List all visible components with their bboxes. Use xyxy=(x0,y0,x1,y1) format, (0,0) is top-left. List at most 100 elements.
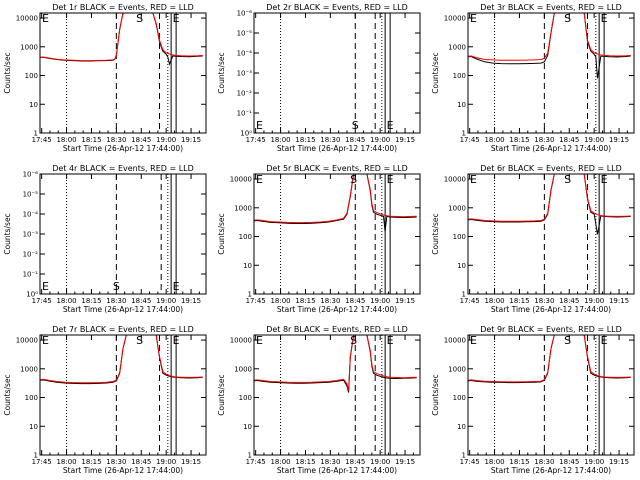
flare-marker-e: E xyxy=(42,12,49,25)
y-axis-label: Counts/sec xyxy=(217,213,226,254)
panel-title: Det 8r BLACK = Events, RED = LLD xyxy=(266,325,408,334)
x-tick-label: 18:45 xyxy=(559,458,579,466)
panel-det-3r: Det 3r BLACK = Events, RED = LLD 17:45 18:… xyxy=(431,3,635,153)
x-tick-label: 17:45 xyxy=(460,458,480,466)
flare-marker-e: E xyxy=(42,334,49,347)
x-tick-label: 19:15 xyxy=(395,458,415,466)
y-tick-label: 10 xyxy=(243,423,252,431)
flare-marker-s: S xyxy=(352,119,359,132)
x-tick-label: 18:15 xyxy=(509,136,529,144)
x-tick-label: 17:45 xyxy=(246,297,266,305)
y-tick-label: 10⁻² xyxy=(237,90,253,98)
series-line-lld xyxy=(468,174,631,222)
y-tick-label: 10⁻⁶ xyxy=(237,10,253,18)
x-tick-label: 19:00 xyxy=(584,297,604,305)
panel-title: Det 2r BLACK = Events, RED = LLD xyxy=(266,3,408,12)
series-line-events xyxy=(468,335,631,384)
y-tick-label: 10000 xyxy=(16,337,38,345)
x-axis-label: Start Time (26-Apr-12 17:44:00) xyxy=(491,305,611,314)
x-tick-label: 18:00 xyxy=(56,136,76,144)
flare-marker-s: S xyxy=(350,334,357,347)
series-line-events xyxy=(254,174,417,232)
x-tick-label: 19:15 xyxy=(181,136,201,144)
x-tick-label: 18:30 xyxy=(106,297,126,305)
series-line-events xyxy=(468,13,631,79)
panel-det-1r: Det 1r BLACK = Events, RED = LLD 17:45 18:… xyxy=(3,3,207,153)
y-tick-label: 10000 xyxy=(230,176,252,184)
y-tick-label: 1 xyxy=(462,291,466,299)
x-tick-label: 18:30 xyxy=(106,136,126,144)
y-axis-label: Counts/sec xyxy=(3,374,12,415)
plot-frame xyxy=(253,173,421,295)
x-tick-label: 17:45 xyxy=(460,136,480,144)
flare-marker-e: E xyxy=(601,12,608,25)
x-tick-label: 18:00 xyxy=(484,297,504,305)
y-axis-label: Counts/sec xyxy=(217,374,226,415)
panel-det-5r: Det 5r BLACK = Events, RED = LLD 17:45 18:… xyxy=(217,164,421,314)
x-tick-label: 18:00 xyxy=(484,136,504,144)
panel-det-2r: Det 2r BLACK = Events, RED = LLD 17:45 18:… xyxy=(217,3,421,153)
x-tick-label: 18:15 xyxy=(509,297,529,305)
x-tick-label: 18:30 xyxy=(534,297,554,305)
flare-marker-e: E xyxy=(470,12,477,25)
x-tick-label: 18:45 xyxy=(559,297,579,305)
y-tick-label: 10 xyxy=(29,101,38,109)
x-tick-label: 19:15 xyxy=(609,458,629,466)
flare-marker-s: S xyxy=(564,173,571,186)
panel-title: Det 6r BLACK = Events, RED = LLD xyxy=(480,164,622,173)
x-tick-label: 19:15 xyxy=(181,297,201,305)
y-tick-label: 10⁻² xyxy=(23,251,39,259)
x-tick-label: 18:45 xyxy=(345,136,365,144)
x-tick-label: 17:45 xyxy=(32,297,52,305)
series-line-lld xyxy=(468,335,631,383)
y-tick-label: 10 xyxy=(457,262,466,270)
x-tick-label: 17:45 xyxy=(246,136,266,144)
series-line-lld xyxy=(40,335,203,384)
x-tick-label: 18:30 xyxy=(534,458,554,466)
y-tick-label: 10 xyxy=(457,101,466,109)
plot-frame xyxy=(253,12,421,134)
y-tick-label: 1 xyxy=(462,130,466,138)
series-line-events xyxy=(468,174,631,235)
plot-frame xyxy=(467,12,635,134)
x-tick-label: 18:15 xyxy=(81,136,101,144)
x-tick-label: 19:00 xyxy=(156,136,176,144)
y-axis-label: Counts/sec xyxy=(431,374,440,415)
flare-marker-e: E xyxy=(173,334,180,347)
x-tick-label: 19:15 xyxy=(181,458,201,466)
panel-det-8r: Det 8r BLACK = Events, RED = LLD 17:45 18:… xyxy=(217,325,421,475)
flare-marker-s: S xyxy=(564,12,571,25)
flare-marker-e: E xyxy=(387,173,394,186)
plot-frame xyxy=(39,334,207,456)
x-tick-label: 18:00 xyxy=(270,136,290,144)
y-tick-label: 10⁻⁶ xyxy=(23,171,39,179)
y-axis-label: Counts/sec xyxy=(217,52,226,93)
y-tick-label: 100 xyxy=(239,233,252,241)
flare-marker-e: E xyxy=(470,173,477,186)
x-tick-label: 19:15 xyxy=(395,297,415,305)
plot-frame xyxy=(467,173,635,295)
y-tick-label: 1 xyxy=(34,130,38,138)
y-tick-label: 10 xyxy=(29,423,38,431)
x-tick-label: 18:00 xyxy=(56,458,76,466)
x-tick-label: 19:00 xyxy=(156,297,176,305)
x-tick-label: 18:15 xyxy=(295,136,315,144)
x-axis-label: Start Time (26-Apr-12 17:44:00) xyxy=(63,144,183,153)
x-axis-label: Start Time (26-Apr-12 17:44:00) xyxy=(491,466,611,475)
x-tick-label: 18:15 xyxy=(81,297,101,305)
flare-marker-e: E xyxy=(601,173,608,186)
y-tick-label: 10000 xyxy=(444,15,466,23)
y-tick-label: 10⁰ xyxy=(240,130,252,138)
x-tick-label: 18:30 xyxy=(534,136,554,144)
panel-title: Det 4r BLACK = Events, RED = LLD xyxy=(52,164,194,173)
y-tick-label: 1000 xyxy=(234,365,252,373)
x-tick-label: 18:30 xyxy=(320,136,340,144)
x-axis-label: Start Time (26-Apr-12 17:44:00) xyxy=(491,144,611,153)
y-tick-label: 10⁻¹ xyxy=(23,271,39,279)
x-tick-label: 18:45 xyxy=(131,458,151,466)
flare-marker-e: E xyxy=(387,119,394,132)
series-line-lld xyxy=(254,174,417,224)
x-tick-label: 18:00 xyxy=(484,458,504,466)
y-tick-label: 1000 xyxy=(20,43,38,51)
y-tick-label: 10000 xyxy=(444,337,466,345)
